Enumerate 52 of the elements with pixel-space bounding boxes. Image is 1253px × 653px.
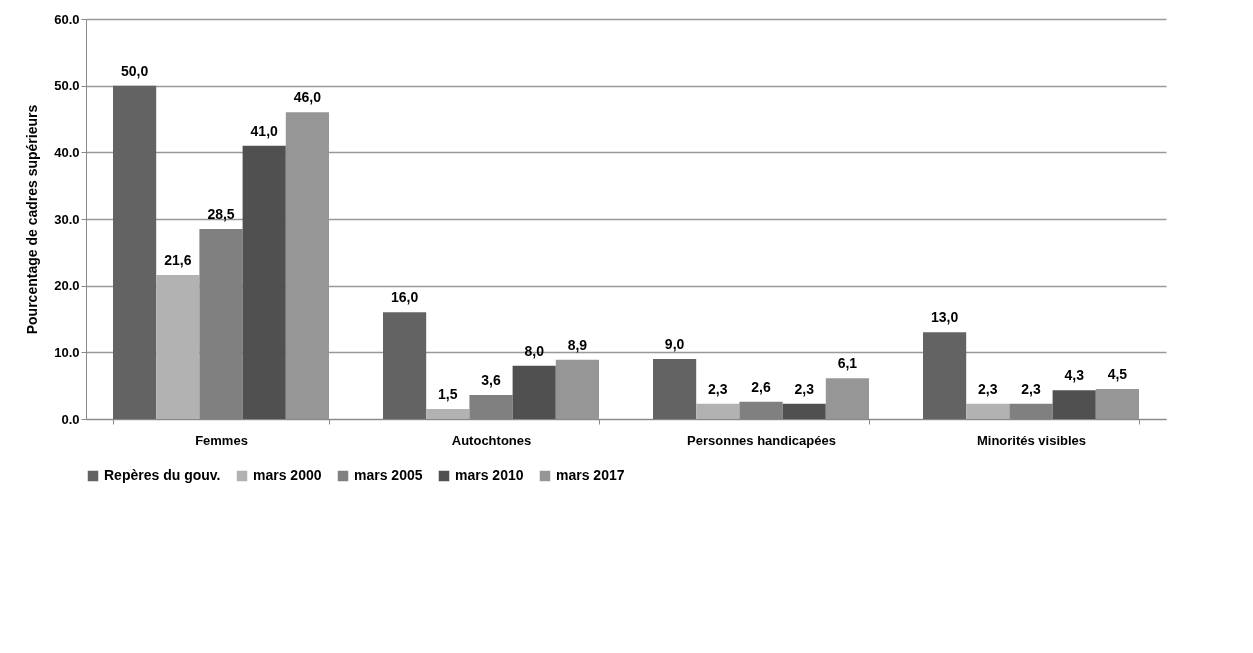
bar [555, 359, 599, 419]
data-label: 1,5 [438, 386, 458, 402]
y-tick-label: 20.0 [54, 278, 80, 294]
data-label: 8,0 [524, 342, 545, 359]
data-label: 21,6 [164, 252, 192, 268]
data-label: 3,6 [481, 372, 501, 388]
y-tick-label: 10.0 [54, 344, 80, 360]
bar [242, 145, 286, 419]
data-label: 4,3 [1064, 367, 1085, 384]
bar [383, 312, 427, 419]
bar [696, 403, 740, 419]
x-tick-label: Minorités visibles [976, 432, 1087, 448]
bar [966, 403, 1010, 419]
data-label: 13,0 [930, 309, 959, 326]
y-tick-label: 30.0 [54, 211, 80, 227]
data-label: 6,1 [837, 355, 858, 372]
bar [1052, 390, 1096, 419]
bar [156, 275, 200, 419]
data-label: 2,3 [978, 380, 998, 397]
bar [426, 409, 470, 419]
data-label: 41,0 [250, 122, 279, 139]
bar [782, 403, 826, 419]
data-label: 16,0 [390, 289, 419, 306]
bar [825, 378, 869, 419]
x-tick-label: Personnes handicapées [687, 432, 836, 448]
legend-label: mars 2017 [556, 467, 625, 483]
y-tick-label: 0.0 [61, 411, 80, 427]
data-label: 46,0 [293, 89, 322, 106]
y-tick-label: 40.0 [54, 144, 80, 160]
data-label: 2,3 [1021, 380, 1041, 397]
data-label: 2,6 [751, 378, 771, 395]
y-tick-label: 50.0 [54, 78, 80, 94]
legend-label: mars 2005 [354, 467, 423, 483]
x-tick-label: Autochtones [451, 432, 532, 448]
bar [113, 85, 157, 419]
y-tick-label: 60.0 [54, 11, 80, 27]
data-label: 2,3 [708, 380, 728, 397]
legend-label: Repères du gouv. [104, 467, 221, 483]
data-label: 4,5 [1107, 366, 1128, 382]
bar [653, 359, 697, 419]
bar [1095, 389, 1139, 419]
bar [512, 365, 556, 419]
data-label: 9,0 [664, 336, 685, 352]
bar [923, 332, 967, 419]
data-label: 28,5 [207, 206, 235, 222]
x-tick-label: Femmes [195, 432, 248, 448]
legend-label: mars 2000 [253, 467, 322, 483]
data-label: 8,9 [567, 336, 588, 353]
data-label: 50,0 [120, 62, 149, 79]
y-axis-title: Pourcentage de cadres supérieurs [24, 104, 41, 335]
data-label: 2,3 [794, 380, 815, 397]
legend-label: mars 2010 [455, 467, 524, 483]
